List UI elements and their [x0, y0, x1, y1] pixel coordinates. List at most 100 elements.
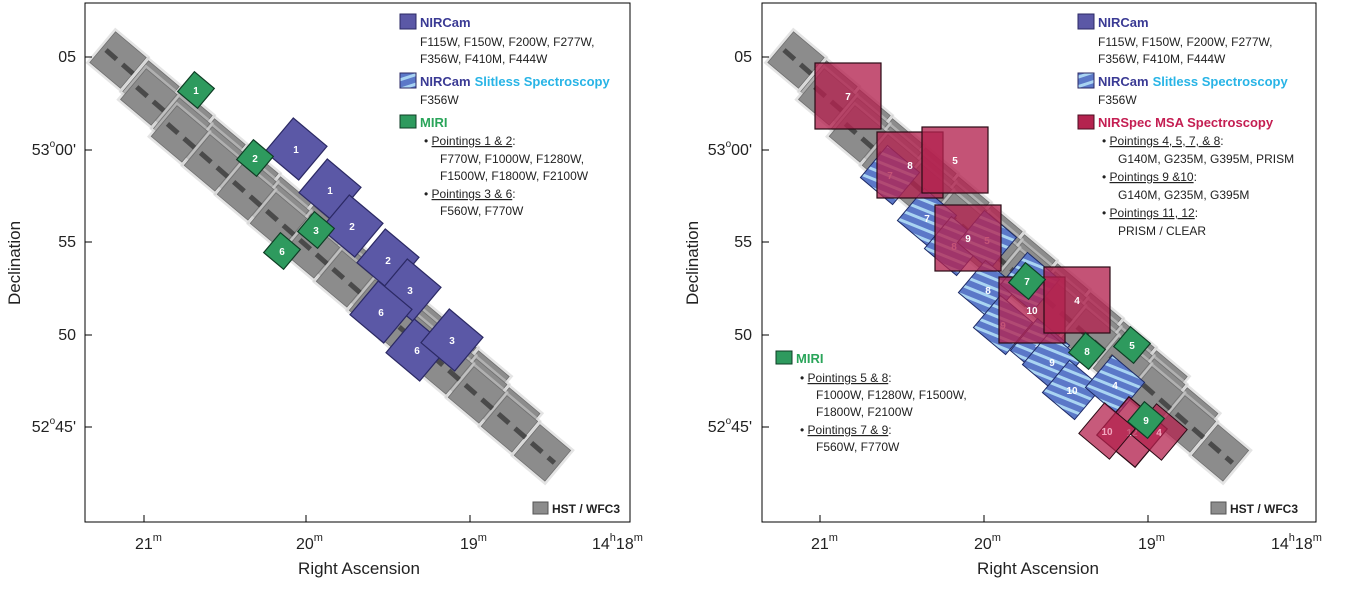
left-hst-tiles	[85, 27, 575, 486]
right-miri-pointing-label: 7	[1024, 277, 1030, 288]
left-legend-nircam-line2: F356W, F410M, F444W	[420, 52, 548, 66]
left-miri-pointing-label: 1	[193, 86, 199, 97]
hst-tile	[1191, 424, 1250, 482]
right-x-tick-19m: 19m	[1138, 532, 1165, 553]
left-x-tick-19m: 19m	[460, 532, 487, 553]
left-miri-pointing-label: 6	[279, 247, 285, 258]
right-legend-nirspec-group1-head: • Pointings 4, 5, 7, & 8:	[1102, 134, 1224, 148]
right-legend-slitless-title: NIRCam Slitless Spectroscopy	[1098, 74, 1288, 89]
right-miri-pointing	[1126, 400, 1166, 440]
right-slitless-pointing	[1041, 359, 1103, 421]
right-legend-nirspec-group2-head: • Pointings 9 &10:	[1102, 170, 1197, 184]
right-nirspec-pointing-label: 5	[952, 156, 958, 167]
right-miri-pointing	[1067, 331, 1107, 371]
left-nircam-pointing-label: 6	[378, 308, 384, 319]
left-legend-hst-swatch	[532, 501, 549, 515]
left-y-tick-55: 55	[58, 234, 76, 251]
right-x-axis-label: Right Ascension	[977, 559, 1099, 578]
left-legend: NIRCam F115W, F150W, F200W, F277W, F356W…	[399, 13, 620, 516]
left-nircam-pointing-label: 2	[349, 222, 355, 233]
left-panel: 1 1 2 2 3 6 6 3 1 2 3 6 Declination 05 53o00' 55 5…	[5, 2, 643, 578]
left-legend-miri-group1-head: • Pointings 1 & 2:	[424, 134, 516, 148]
right-nirspec-pointing-label: 10	[1026, 306, 1038, 317]
right-y-tick-52-45: 52o45'	[708, 416, 752, 436]
left-miri-pointings: 1 2 3 6	[176, 70, 336, 271]
left-x-tick-21m: 21m	[135, 532, 162, 553]
left-miri-pointing	[262, 231, 302, 271]
left-nircam-pointing-label: 1	[327, 186, 333, 197]
right-nirspec-pointing	[1043, 266, 1111, 334]
left-legend-slitless-title: NIRCam Slitless Spectroscopy	[420, 74, 610, 89]
left-nircam-pointing-label: 1	[293, 145, 299, 156]
left-legend-slitless-swatch	[399, 72, 417, 89]
right-miri-pointing-label: 8	[1084, 347, 1090, 358]
right-nirspec-pointing-label: 4	[1074, 296, 1080, 307]
right-legend-miri-group1-line1: F1000W, F1280W, F1500W,	[816, 388, 967, 402]
right-legend-nirspec-group3-head: • Pointings 11, 12:	[1102, 206, 1198, 220]
right-tick-marks	[762, 56, 1149, 522]
left-y-tick-50: 50	[58, 327, 76, 344]
right-slitless-pointing-label: 4	[1112, 381, 1118, 392]
right-legend-miri-group2-line1: F560W, F770W	[816, 440, 900, 454]
right-nirspec-pointing-label: 7	[845, 92, 851, 103]
right-slitless-pointing-label: 7	[924, 214, 930, 225]
left-legend-miri-group1-line1: F770W, F1000W, F1280W,	[440, 152, 584, 166]
right-miri-pointings: 7 8 5 9	[1007, 261, 1166, 440]
right-legend-hst-label: HST / WFC3	[1230, 502, 1298, 516]
left-legend-nircam-title: NIRCam	[420, 15, 471, 30]
right-legend-slitless-line1: F356W	[1098, 93, 1137, 107]
right-slitless-pointing-label: 8	[985, 286, 991, 297]
left-miri-pointing	[296, 210, 336, 250]
left-x-axis-label: Right Ascension	[298, 559, 420, 578]
right-nirspec-pointing-label: 9	[965, 234, 971, 245]
right-y-tick-50: 50	[734, 327, 752, 344]
right-nirspec-faint-label: 10	[1101, 427, 1113, 438]
left-legend-miri-title: MIRI	[420, 115, 447, 130]
right-slitless-pointing-label: 10	[1066, 386, 1078, 397]
left-legend-miri-group1-line2: F1500W, F1800W, F2100W	[440, 169, 589, 183]
right-slitless-pointing-label: 9	[1049, 358, 1055, 369]
right-y-tick-05: 05	[734, 49, 752, 66]
right-legend-nircam-line1: F115W, F150W, F200W, F277W,	[1098, 35, 1273, 49]
right-legend-slitless-swatch	[1077, 72, 1095, 89]
left-nircam-pointing	[264, 117, 328, 181]
hst-column-seam	[165, 122, 557, 465]
left-miri-pointing	[176, 70, 216, 110]
right-miri-pointing-label: 5	[1129, 341, 1135, 352]
right-legend-nirspec-group2-line1: G140M, G235M, G395M	[1118, 188, 1249, 202]
left-miri-pointing	[235, 138, 275, 178]
right-miri-pointing	[1112, 325, 1152, 365]
left-legend-hst-label: HST / WFC3	[552, 502, 620, 516]
right-legend-nirspec-swatch	[1077, 114, 1095, 130]
left-nircam-pointing-label: 3	[449, 336, 455, 347]
right-legend-miri-group2-head: • Pointings 7 & 9:	[800, 423, 892, 437]
right-legend-nircam-line2: F356W, F410M, F444W	[1098, 52, 1226, 66]
right-legend-hst-swatch	[1210, 501, 1227, 515]
left-legend-nircam-swatch	[399, 13, 417, 30]
left-y-tick-05: 05	[58, 49, 76, 66]
right-nirspec-pointing	[934, 204, 1002, 272]
left-nircam-pointing	[320, 194, 384, 258]
left-nircam-pointing-label: 3	[407, 286, 413, 297]
right-y-tick-53-00: 53o00'	[708, 139, 752, 159]
right-legend-miri-title: MIRI	[796, 351, 823, 366]
right-legend: NIRCam F115W, F150W, F200W, F277W, F356W…	[775, 13, 1298, 516]
left-x-tick-14h18m: 14h18m	[592, 532, 643, 553]
left-miri-pointing-label: 3	[313, 226, 319, 237]
left-nircam-pointings: 1 1 2 2 3 6 6 3	[264, 117, 484, 382]
left-y-tick-53-00: 53o00'	[32, 139, 76, 159]
left-y-tick-52-45: 52o45'	[32, 416, 76, 436]
left-x-tick-20m: 20m	[296, 532, 323, 553]
left-y-tick-marks	[85, 56, 471, 522]
right-nirspec-pointing-label: 8	[907, 161, 913, 172]
left-nircam-pointing	[349, 280, 413, 344]
left-nircam-pointing-label: 2	[385, 256, 391, 267]
right-legend-nircam-swatch	[1077, 13, 1095, 30]
right-y-tick-55: 55	[734, 234, 752, 251]
right-x-tick-14h18m: 14h18m	[1271, 532, 1322, 553]
right-nirspec-pointing	[814, 62, 882, 130]
right-x-tick-20m: 20m	[974, 532, 1001, 553]
right-y-axis-label: Declination	[683, 221, 702, 305]
